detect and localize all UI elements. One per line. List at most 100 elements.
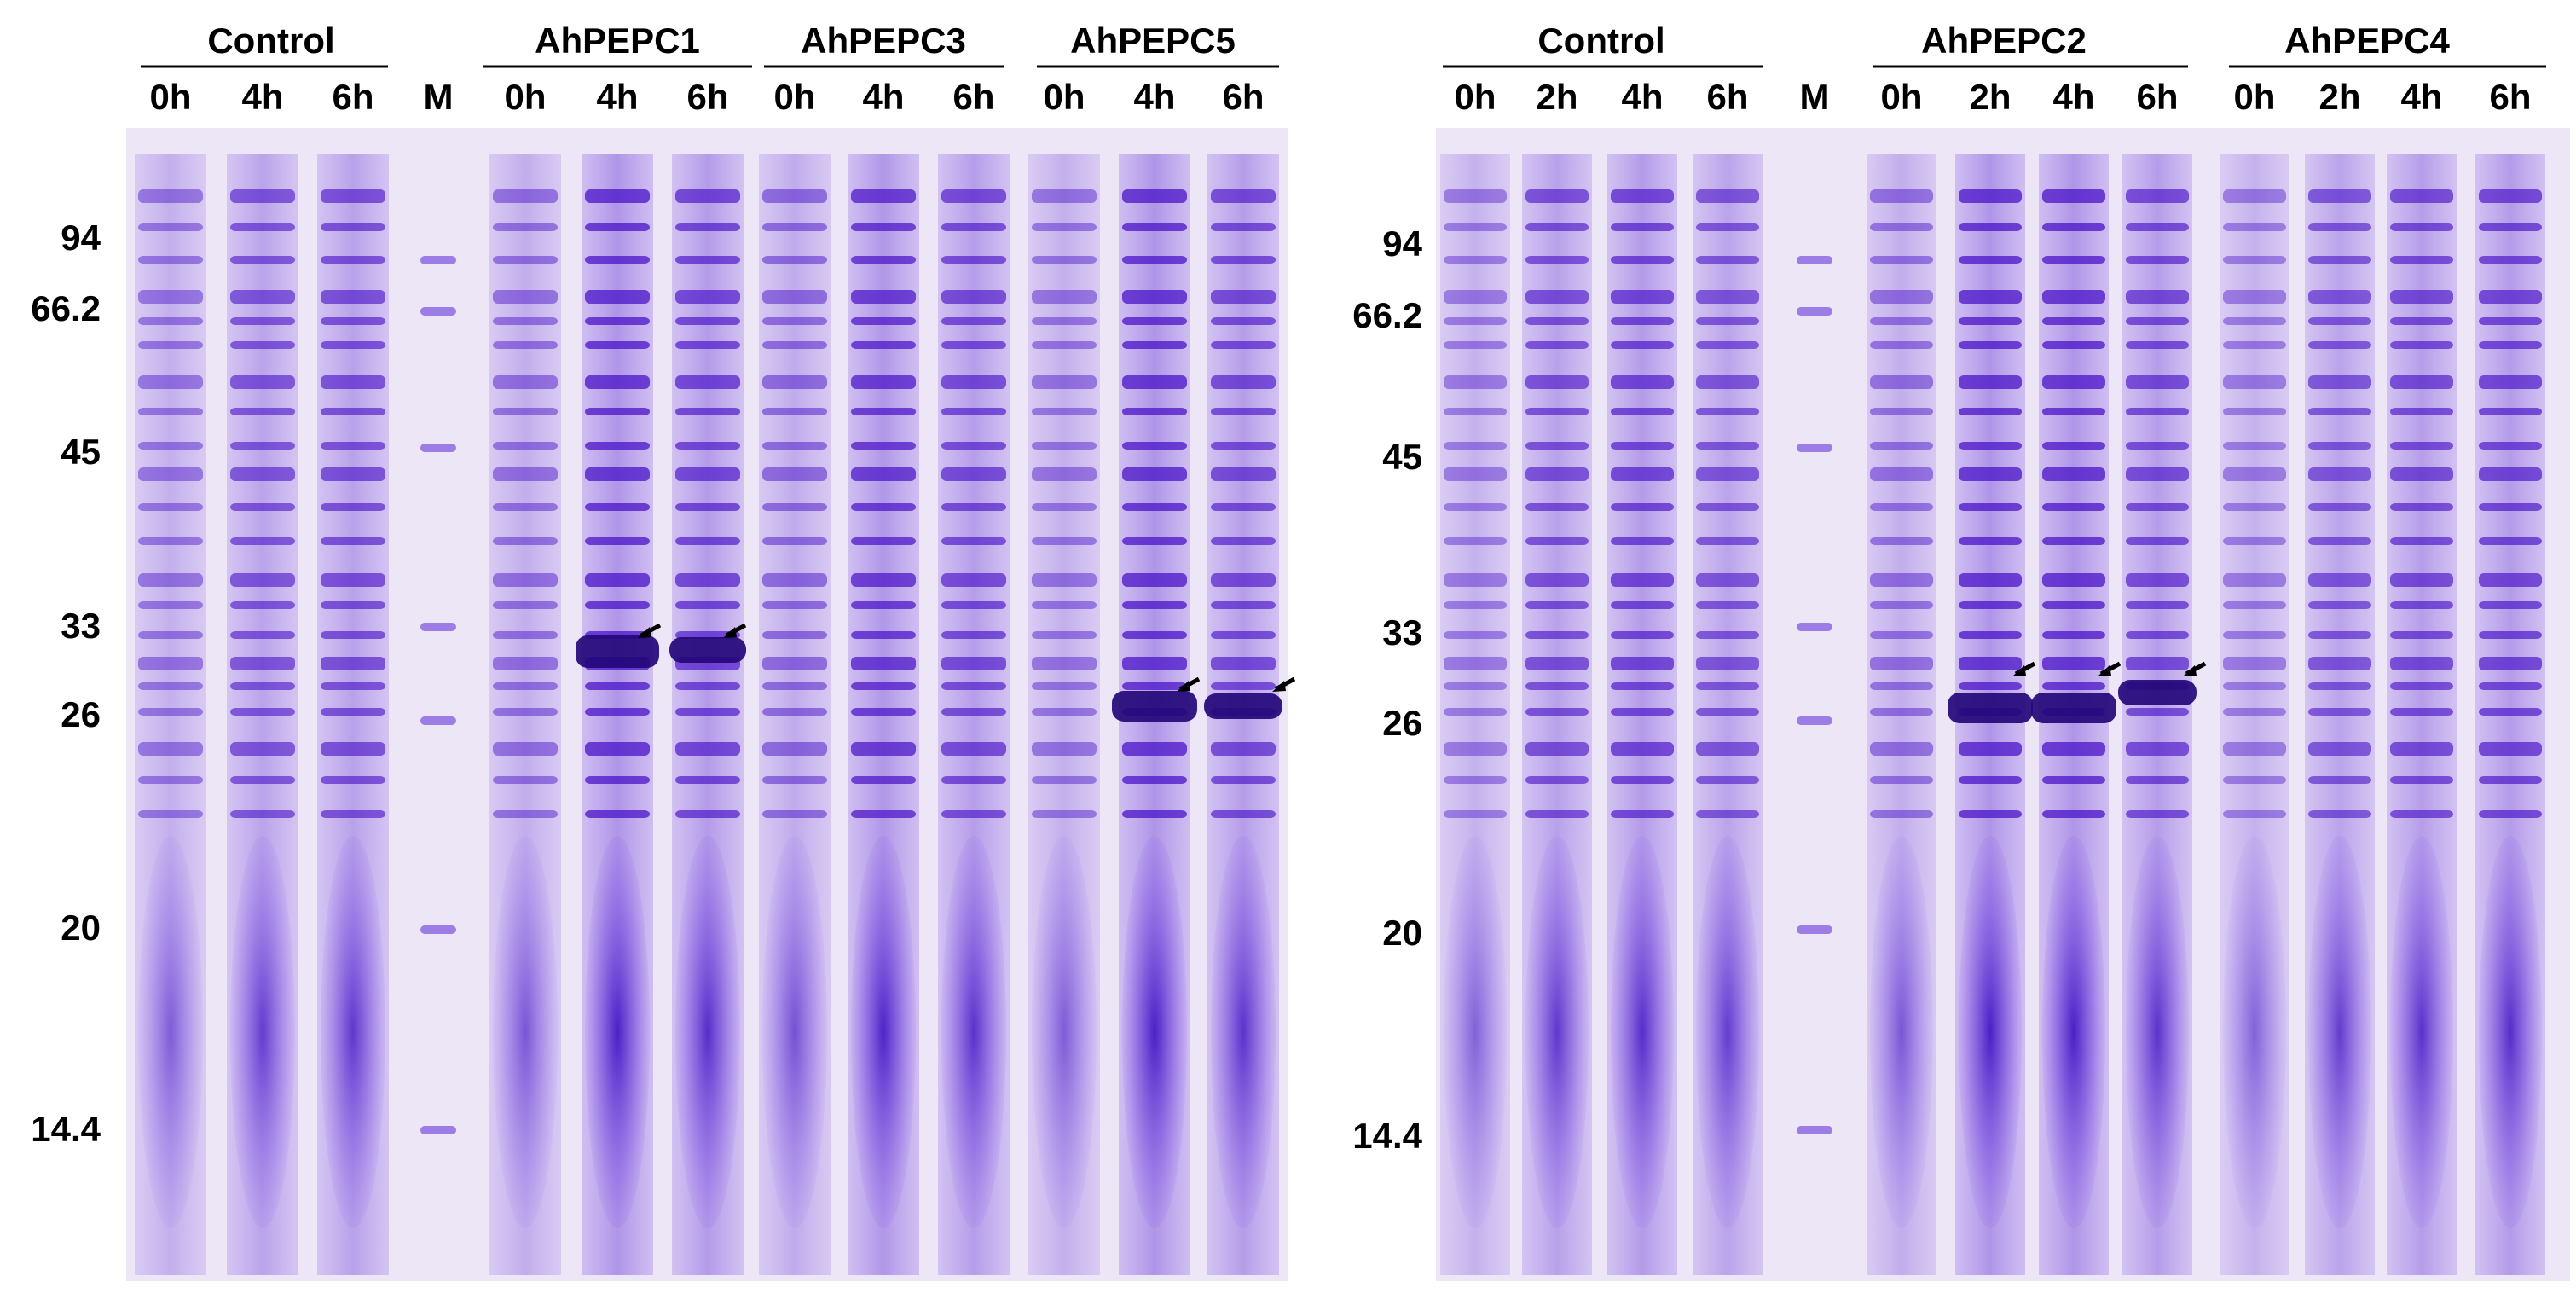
protein-band [1122, 503, 1187, 511]
lane-label: 2h [1969, 77, 2011, 117]
protein-band [851, 573, 916, 587]
protein-band [851, 708, 916, 716]
lane-label: 6h [332, 77, 373, 117]
protein-band [2223, 189, 2286, 203]
low-mw-smear [1211, 836, 1276, 1228]
band-arrows [638, 623, 2207, 692]
low-mw-smear [941, 836, 1006, 1228]
protein-band [1611, 537, 1674, 545]
protein-band [1696, 189, 1759, 203]
protein-band [1959, 408, 2022, 415]
gel-lane [1607, 154, 1677, 1275]
protein-band [2479, 189, 2542, 203]
protein-band [1211, 467, 1276, 481]
protein-band [2308, 631, 2371, 639]
protein-band [230, 776, 295, 784]
protein-band [1122, 256, 1187, 264]
protein-band [230, 189, 295, 203]
protein-band [1122, 742, 1187, 756]
protein-band [585, 682, 650, 690]
protein-band [1696, 742, 1759, 756]
protein-band [138, 341, 203, 349]
protein-band [2308, 223, 2371, 231]
protein-band [1211, 810, 1276, 818]
protein-band [851, 189, 916, 203]
protein-band [762, 657, 827, 670]
protein-band [2126, 189, 2189, 203]
protein-band [675, 375, 740, 389]
protein-band [493, 341, 558, 349]
protein-band [675, 341, 740, 349]
protein-band [1122, 601, 1187, 609]
protein-band [321, 631, 385, 639]
overexpressed-band [576, 635, 659, 668]
lane-label: 6h [2489, 77, 2531, 117]
protein-band [2479, 810, 2542, 818]
protein-band [1211, 682, 1276, 690]
protein-band [230, 742, 295, 756]
protein-band [2126, 467, 2189, 481]
protein-band [941, 467, 1006, 481]
protein-band [851, 657, 916, 670]
protein-band [493, 290, 558, 304]
protein-band [493, 317, 558, 325]
protein-band [2042, 467, 2105, 481]
protein-band [138, 317, 203, 325]
protein-band [2390, 189, 2453, 203]
protein-band [230, 375, 295, 389]
protein-band [675, 708, 740, 716]
protein-band [1444, 537, 1507, 545]
protein-band [675, 442, 740, 450]
protein-band [321, 682, 385, 690]
protein-band [138, 408, 203, 415]
low-mw-smear [493, 836, 558, 1228]
protein-band [1525, 601, 1589, 609]
protein-band [941, 189, 1006, 203]
protein-band [2223, 503, 2286, 511]
gel-lane [582, 154, 653, 1275]
protein-band [2390, 708, 2453, 716]
protein-band [1611, 442, 1674, 450]
gel-lane [1693, 154, 1763, 1275]
protein-band [1525, 742, 1589, 756]
protein-band [585, 317, 650, 325]
group-label: AhPEPC1 [535, 20, 700, 61]
protein-band [1444, 657, 1507, 670]
protein-band [762, 708, 827, 716]
low-mw-smear [1444, 836, 1507, 1228]
protein-band [1444, 290, 1507, 304]
protein-band [138, 256, 203, 264]
low-mw-smear [2479, 836, 2542, 1228]
protein-band [138, 776, 203, 784]
protein-band [1032, 601, 1097, 609]
protein-band [2390, 408, 2453, 415]
protein-band [2042, 341, 2105, 349]
protein-band [675, 573, 740, 587]
protein-band [1444, 601, 1507, 609]
mw-label: 33 [61, 606, 101, 646]
protein-band [1870, 189, 1933, 203]
protein-band [1611, 341, 1674, 349]
protein-band [1444, 503, 1507, 511]
protein-band [1032, 708, 1097, 716]
marker-band [1797, 307, 1832, 316]
protein-band [2126, 573, 2189, 587]
protein-band [585, 189, 650, 203]
protein-band [1122, 341, 1187, 349]
protein-band [1870, 375, 1933, 389]
protein-band [675, 503, 740, 511]
protein-band [851, 742, 916, 756]
protein-band [762, 467, 827, 481]
protein-band [2223, 341, 2286, 349]
protein-band [2308, 317, 2371, 325]
protein-band [941, 375, 1006, 389]
protein-band [1611, 708, 1674, 716]
protein-band [1870, 408, 1933, 415]
protein-band [1870, 708, 1933, 716]
protein-band [1444, 317, 1507, 325]
protein-band [2390, 573, 2453, 587]
protein-band [2042, 375, 2105, 389]
protein-band [138, 682, 203, 690]
lane-label: 6h [2136, 77, 2178, 117]
